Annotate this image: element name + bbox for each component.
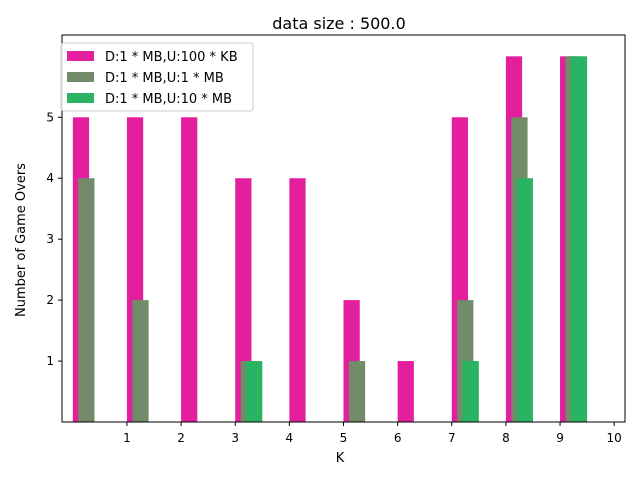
y-tick-label-4: 4 <box>46 171 54 185</box>
x-axis-ticks: 1 2 3 4 5 6 7 8 9 10 <box>123 422 622 445</box>
bar-series-2-k-1 <box>78 178 94 422</box>
x-tick-label-7: 7 <box>448 431 456 445</box>
x-axis-label: K <box>336 451 345 466</box>
x-tick-label-10: 10 <box>607 431 622 445</box>
bar-series-3-k-9 <box>517 178 533 422</box>
y-axis-ticks: 1 2 3 4 5 <box>46 110 62 368</box>
x-tick-label-1: 1 <box>123 431 131 445</box>
y-tick-label-2: 2 <box>46 293 54 307</box>
bar-series-3-k-10 <box>571 56 587 422</box>
legend-label-series-3: D:1 * MB,U:10 * MB <box>105 92 232 107</box>
bar-series-3-k-4 <box>246 361 262 422</box>
bar-series-1-k-7 <box>398 361 414 422</box>
y-tick-label-3: 3 <box>46 232 54 246</box>
legend-swatch-series-1 <box>67 51 94 61</box>
y-axis-label: Number of Game Overs <box>14 163 29 317</box>
bar-series-3-k-8 <box>463 361 479 422</box>
x-tick-label-8: 8 <box>502 431 510 445</box>
x-tick-label-4: 4 <box>286 431 294 445</box>
legend-swatch-series-2 <box>67 72 94 82</box>
x-tick-label-5: 5 <box>340 431 348 445</box>
bar-series-1-k-3 <box>181 117 197 422</box>
bar-series-2-k-6 <box>349 361 365 422</box>
y-tick-label-1: 1 <box>46 354 54 368</box>
bar-series-2-k-2 <box>132 300 148 422</box>
chart-title: data size : 500.0 <box>272 14 406 33</box>
legend: D:1 * MB,U:100 * KB D:1 * MB,U:1 * MB D:… <box>61 43 253 111</box>
x-tick-label-3: 3 <box>231 431 239 445</box>
y-tick-label-5: 5 <box>46 110 54 124</box>
legend-label-series-1: D:1 * MB,U:100 * KB <box>105 50 238 65</box>
bar-series-1-k-5 <box>289 178 305 422</box>
legend-label-series-2: D:1 * MB,U:1 * MB <box>105 71 224 86</box>
legend-swatch-series-3 <box>67 93 94 103</box>
x-tick-label-6: 6 <box>394 431 402 445</box>
x-tick-label-2: 2 <box>177 431 185 445</box>
x-tick-label-9: 9 <box>556 431 564 445</box>
